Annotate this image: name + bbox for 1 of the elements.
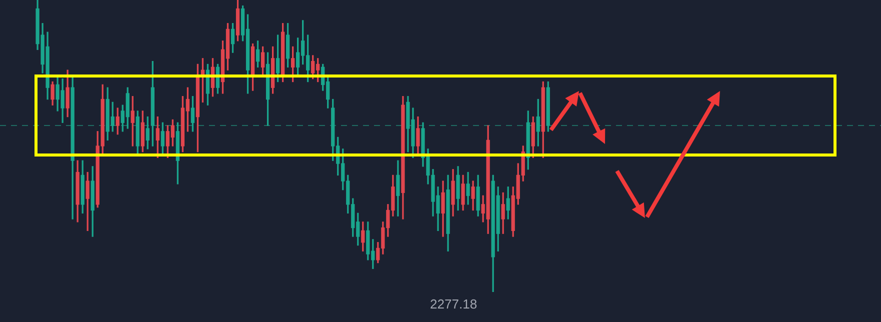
text: 2277.18 [430, 296, 478, 312]
